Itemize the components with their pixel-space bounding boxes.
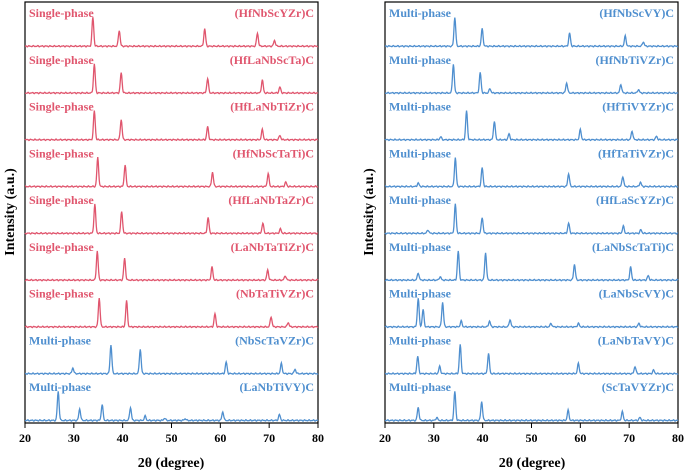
phase-label: Single-phase	[29, 100, 94, 114]
composition-label: (HfLaNbTaZr)C	[228, 193, 314, 207]
composition-label: (HfTiVYZr)C	[602, 100, 674, 114]
xrd-trace	[384, 157, 679, 189]
right-y-axis-title: Intensity (a.u.)	[362, 168, 377, 256]
x-tick-label: 60	[574, 431, 586, 445]
phase-label: Single-phase	[29, 53, 94, 67]
left-panel: Single-phase (HfNbScYZr)C Single-phase (HfL…	[3, 1, 324, 471]
composition-label: (LaNbTaTiZr)C	[231, 240, 314, 254]
phase-label: Multi-phase	[389, 193, 452, 207]
x-tick-label: 20	[379, 431, 391, 445]
x-tick-label: 60	[214, 431, 226, 445]
phase-label: Multi-phase	[389, 53, 452, 67]
xrd-trace	[24, 110, 319, 142]
phase-label: Multi-phase	[389, 146, 452, 160]
x-tick-label: 20	[19, 431, 31, 445]
xrd-trace	[24, 391, 319, 422]
phase-label: Single-phase	[29, 240, 94, 254]
xrd-trace	[384, 17, 679, 48]
xrd-trace	[384, 110, 679, 142]
phase-label: Multi-phase	[389, 240, 452, 254]
composition-label: (LaNbTiVY)C	[240, 380, 314, 394]
left-x-ticks: 20 30 40 50 60 70 80	[19, 423, 324, 445]
x-tick-label: 30	[68, 431, 80, 445]
xrd-trace	[384, 64, 679, 95]
xrd-trace	[24, 344, 319, 376]
x-tick-label: 80	[312, 431, 324, 445]
x-tick-label: 50	[166, 431, 178, 445]
phase-label: Single-phase	[29, 193, 94, 207]
composition-label: (HfNbScTaTi)C	[233, 146, 314, 160]
phase-label: Single-phase	[29, 287, 94, 301]
right-x-axis-title: 2θ (degree)	[499, 456, 566, 471]
composition-label: (HfNbTiVZr)C	[596, 53, 674, 67]
composition-label: (HfTaTiVZr)C	[598, 146, 674, 160]
phase-label: Single-phase	[29, 6, 94, 20]
x-tick-label: 40	[477, 431, 489, 445]
xrd-trace	[24, 63, 319, 95]
composition-label: (NbScTaVZr)C	[235, 333, 314, 347]
xrd-trace	[384, 344, 679, 376]
composition-label: (HfLaNbTiZr)C	[230, 100, 314, 114]
composition-label: (LaNbScVY)C	[599, 287, 674, 301]
composition-label: (HfLaNbScTa)C	[230, 53, 314, 67]
left-series-group: Single-phase (HfNbScYZr)C Single-phase (HfL…	[24, 6, 319, 422]
right-panel: Multi-phase (HfNbScVY)C Multi-phase (HfNbTi…	[362, 1, 684, 471]
right-x-ticks: 20 30 40 50 60 70 80	[379, 423, 684, 445]
xrd-trace	[384, 298, 679, 329]
x-tick-label: 70	[623, 431, 635, 445]
composition-label: (NbTaTiVZr)C	[236, 287, 314, 301]
xrd-trace	[24, 17, 319, 48]
xrd-trace	[384, 203, 679, 235]
phase-label: Multi-phase	[29, 333, 92, 347]
x-tick-label: 50	[526, 431, 538, 445]
xrd-trace	[24, 250, 319, 282]
x-tick-label: 30	[428, 431, 440, 445]
composition-label: (ScTaVYZr)C	[602, 380, 674, 394]
phase-label: Multi-phase	[389, 287, 452, 301]
composition-label: (HfLaScYZr)C	[596, 193, 674, 207]
xrd-trace	[24, 157, 319, 189]
left-y-axis-title: Intensity (a.u.)	[3, 168, 18, 256]
phase-label: Single-phase	[29, 146, 94, 160]
phase-label: Multi-phase	[389, 6, 452, 20]
right-series-group: Multi-phase (HfNbScVY)C Multi-phase (HfNbTi…	[384, 6, 679, 422]
composition-label: (LaNbTaVY)C	[598, 333, 674, 347]
xrd-trace	[24, 297, 319, 329]
composition-label: (HfNbScYZr)C	[235, 6, 314, 20]
x-tick-label: 70	[263, 431, 275, 445]
phase-label: Multi-phase	[389, 100, 452, 114]
xrd-trace	[384, 250, 679, 282]
x-tick-label: 40	[117, 431, 129, 445]
phase-label: Multi-phase	[29, 380, 92, 394]
x-tick-label: 80	[672, 431, 684, 445]
composition-label: (HfNbScVY)C	[599, 6, 674, 20]
phase-label: Multi-phase	[389, 380, 452, 394]
left-x-axis-title: 2θ (degree)	[138, 456, 205, 471]
phase-label: Multi-phase	[389, 333, 452, 347]
xrd-trace	[384, 391, 679, 422]
composition-label: (LaNbScTaTi)C	[592, 240, 674, 254]
xrd-trace	[24, 203, 319, 235]
